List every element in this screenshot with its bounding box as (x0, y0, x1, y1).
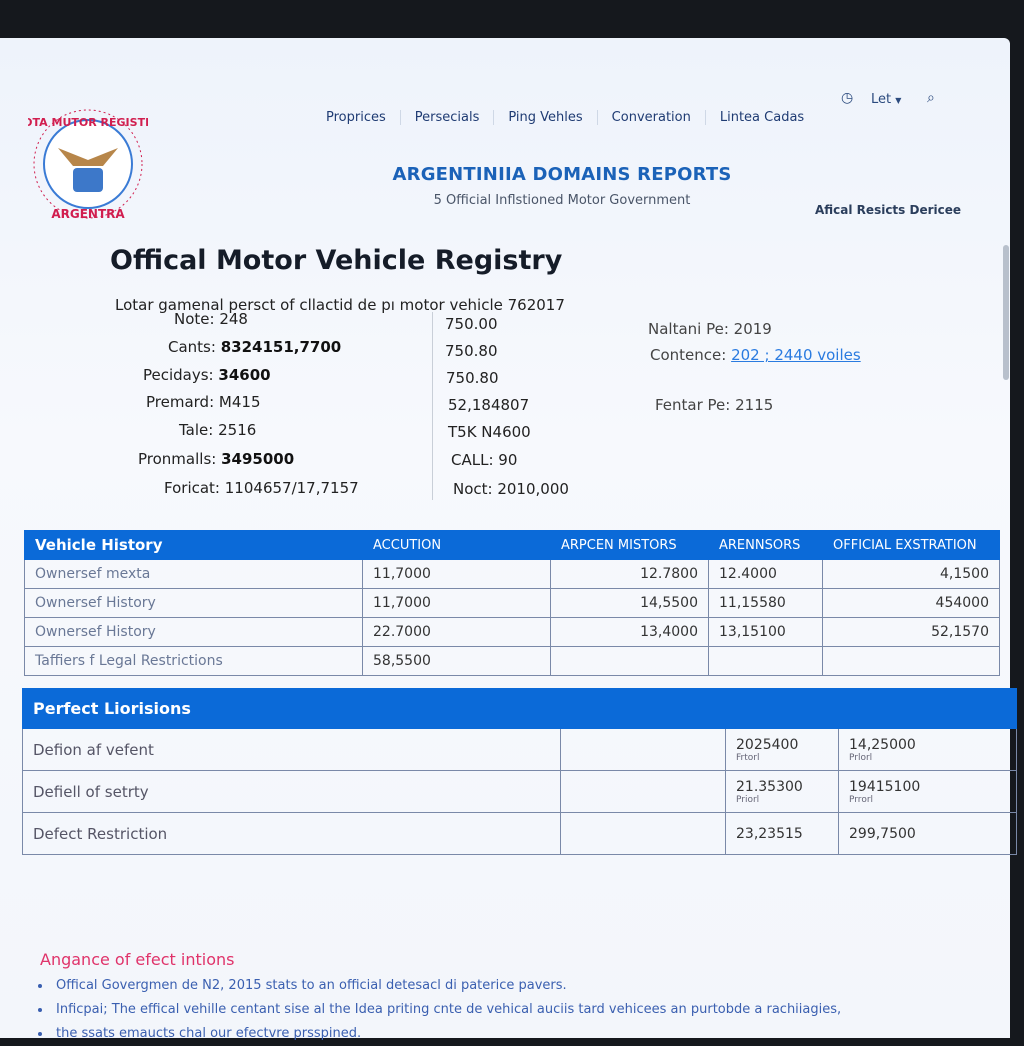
info-mid-value: CALL: 90 (451, 451, 518, 469)
table-row: Ownersef History 11,7000 14,5500 11,15580 45… (24, 588, 1000, 618)
info-foricat: Foricat: 1104657/17,7157 (164, 479, 359, 497)
language-select[interactable]: Let ▼ (871, 92, 901, 107)
list-item: the ssats emaucts chal our efectvre prss… (38, 1022, 841, 1046)
column-header: ARPCEN MISTORS (550, 530, 709, 560)
column-header: ACCUTION (362, 530, 551, 560)
nav-item-persecials[interactable]: Persecials (415, 110, 495, 125)
table-row: Defect Restriction 23,23515 299,7500 (22, 812, 1017, 855)
info-contence: Contence: 202 ; 2440 voiles (650, 346, 861, 364)
table-row: Defion af vefent 2025400 Frtorl 14,25000 P… (22, 728, 1017, 771)
info-tale: Tale: 2516 (179, 421, 257, 439)
nav-item-converation[interactable]: Converation (612, 110, 706, 125)
table-header-row: Perfect Liorisions (22, 688, 1017, 729)
search-icon[interactable]: ⌕ (927, 90, 935, 106)
table-row: Ownersef History 22.7000 13,4000 13,15100 52… (24, 617, 1000, 647)
nav-item-ping-vehles[interactable]: Ping Vehles (508, 110, 598, 125)
registry-seal-logo: NOTA MUTOR REGISTRA ARGENTRA (28, 109, 148, 220)
svg-text:NOTA MUTOR REGISTRA: NOTA MUTOR REGISTRA (28, 116, 148, 129)
list-item: Offical Govergmen de N2, 2015 stats to a… (38, 974, 841, 998)
info-note: Note: 248 (174, 310, 248, 328)
scrollbar[interactable] (1003, 245, 1009, 380)
svg-text:ARGENTRA: ARGENTRA (51, 207, 125, 220)
notes-list: Offical Govergmen de N2, 2015 stats to a… (38, 974, 841, 1046)
perfect-liorisions-table: Perfect Liorisions Defion af vefent 2025… (22, 688, 1017, 855)
table-row: Taffiers f Legal Restrictions 58,5500 (24, 646, 1000, 676)
contence-link[interactable]: 202 ; 2440 voiles (731, 346, 861, 364)
info-cants: Cants: 8324151,7700 (168, 338, 342, 356)
official-devices-link[interactable]: Afical Resicts Dericee (815, 203, 962, 217)
info-mid-value: 750.80 (446, 369, 499, 387)
page-description: Lotar gamenal persct of cllactid de pı m… (115, 296, 565, 314)
table-header-row: Vehicle History ACCUTION ARPCEN MISTORS … (24, 530, 1000, 560)
info-mid-value: T5K N4600 (448, 423, 531, 441)
top-nav: Proprices Persecials Ping Vehles Convera… (326, 110, 832, 125)
chevron-down-icon: ▼ (895, 96, 902, 105)
nav-item-lintea-cadas[interactable]: Lintea Cadas (719, 110, 805, 125)
info-naltani: Naltani Pe: 2019 (648, 320, 772, 338)
info-fentar: Fentar Pe: 2115 (655, 396, 774, 414)
table-title: Perfect Liorisions (22, 688, 1017, 729)
info-mid-value: 750.80 (445, 342, 498, 360)
column-header: Vehicle History (24, 530, 363, 560)
site-subheading: 5 Official Inflstioned Motor Government (433, 193, 691, 208)
language-label: Let (871, 92, 892, 107)
page-title: Offical Motor Vehicle Registry (110, 245, 563, 276)
info-mid-value: 750.00 (445, 315, 498, 333)
notes-heading: Angance of efect intions (40, 950, 235, 969)
nav-item-proprices[interactable]: Proprices (326, 110, 401, 125)
info-divider (432, 312, 433, 500)
info-mid-value: 52,184807 (448, 396, 530, 414)
vehicle-history-table: Vehicle History ACCUTION ARPCEN MISTORS … (24, 530, 1000, 676)
list-item: Inficpai; The effical vehille centant si… (38, 998, 841, 1022)
site-heading: ARGENTINIIA DOMAINS REPORTS (392, 164, 732, 185)
column-header: OFFICIAL EXSTRATION (822, 530, 1000, 560)
info-pecidays: Pecidays: 34600 (143, 366, 271, 384)
info-pronmalls: Pronmalls: 3495000 (138, 450, 295, 468)
info-premard: Premard: M415 (146, 393, 261, 411)
column-header: ARENNSORS (708, 530, 823, 560)
browser-screen: NOTA MUTOR REGISTRA ARGENTRA Proprices P… (0, 38, 1017, 1041)
table-row: Defiell of setrty 21.35300 Priorl 1941510… (22, 770, 1017, 813)
table-row: Ownersef mexta 11,7000 12.7800 12.4000 4,150… (24, 559, 1000, 589)
clock-icon[interactable]: ◷ (841, 90, 854, 106)
info-mid-value: Noct: 2010,000 (453, 480, 569, 498)
